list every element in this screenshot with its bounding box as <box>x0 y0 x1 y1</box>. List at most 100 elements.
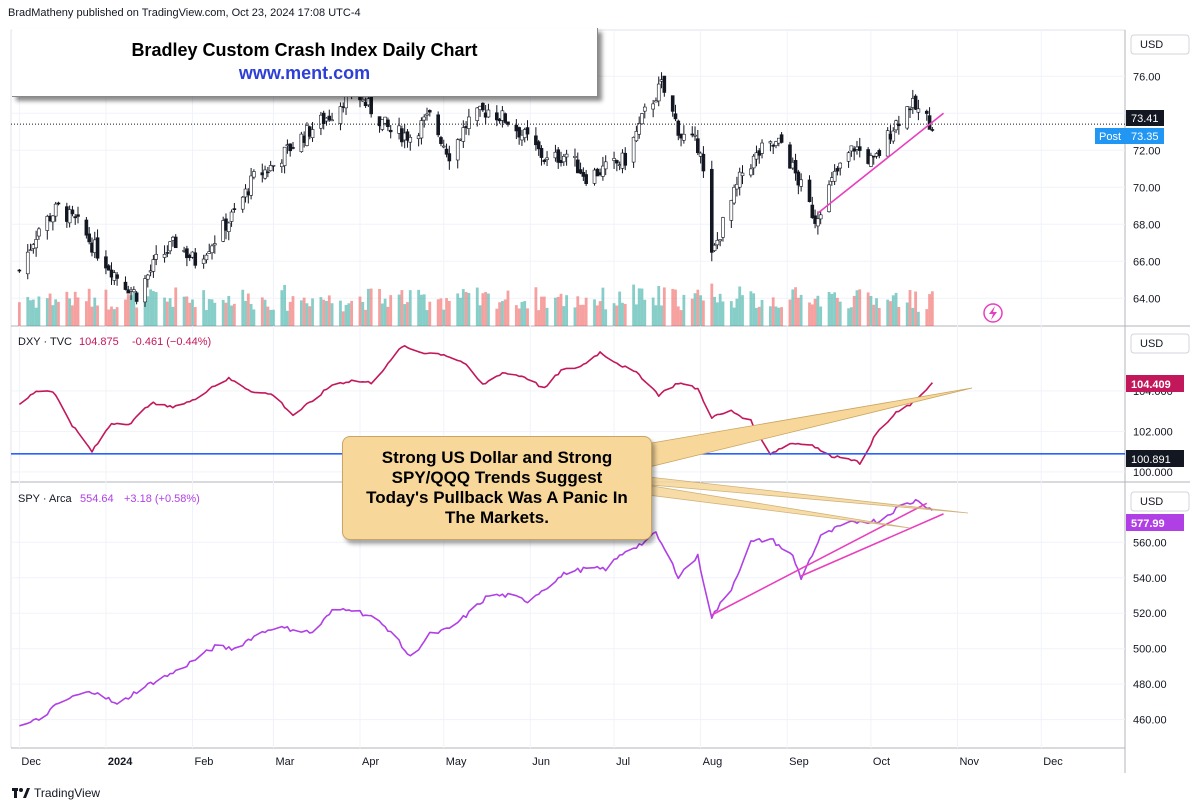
volume-bar <box>702 300 705 326</box>
candle-body <box>386 119 390 128</box>
candle-body <box>475 107 480 121</box>
volume-bar <box>129 295 133 326</box>
volume-bar <box>378 289 381 326</box>
candle-body <box>299 133 304 152</box>
spy-change: +3.18 (+0.58%) <box>124 493 200 505</box>
volume-bar <box>693 293 697 326</box>
y-tick-label: 64.00 <box>1133 293 1161 305</box>
volume-bar <box>311 298 314 326</box>
candle-body <box>768 141 773 144</box>
candle-body <box>696 138 700 154</box>
candle-body <box>682 133 686 141</box>
volume-bar <box>104 289 108 326</box>
candle-body <box>162 254 167 258</box>
volume-bar <box>833 292 837 326</box>
y-tick-label: 70.00 <box>1133 182 1161 194</box>
svg-text:73.41: 73.41 <box>1131 113 1159 125</box>
volume-bar <box>816 295 820 326</box>
candle-body <box>185 248 189 259</box>
candle-body <box>631 136 636 163</box>
candle-body <box>95 237 100 259</box>
candle-body <box>388 129 393 133</box>
candle-body <box>154 254 158 260</box>
candle-body <box>436 114 440 136</box>
volume-bar <box>230 305 233 326</box>
volume-bar <box>327 295 331 326</box>
volume-bar <box>565 295 569 326</box>
volume-bar <box>540 296 543 326</box>
volume-bar <box>37 296 41 326</box>
y-tick-label: 66.00 <box>1133 256 1161 268</box>
candle-body <box>701 153 706 172</box>
volume-bar <box>721 301 725 326</box>
candle-body <box>28 249 33 252</box>
volume-bar <box>266 306 270 326</box>
volume-bar <box>322 299 326 326</box>
volume-bar <box>827 291 831 326</box>
volume-bar <box>858 289 862 326</box>
candle-body <box>634 131 639 142</box>
volume-bar <box>252 309 256 326</box>
candle-body <box>338 106 343 124</box>
volume-bar <box>76 297 80 326</box>
volume-bar <box>523 301 527 326</box>
candle-body <box>673 113 678 120</box>
candle-body <box>612 158 616 161</box>
y-tick-label: 480.00 <box>1133 679 1167 691</box>
candle-body <box>832 170 837 182</box>
volume-bar <box>556 296 560 326</box>
spy-label: SPY · Arca <box>18 493 72 505</box>
volume-bars <box>17 283 934 326</box>
y-tick-label: 540.00 <box>1133 573 1167 585</box>
candle-body <box>106 265 111 271</box>
currency-button-dxy[interactable]: USD <box>1130 333 1190 354</box>
volume-bar <box>87 288 91 326</box>
volume-bar <box>397 294 401 326</box>
candle-body <box>760 142 764 154</box>
y-tick-label: 100.000 <box>1133 467 1173 479</box>
lightning-icon[interactable] <box>983 303 1003 323</box>
candle-body <box>916 108 921 113</box>
volume-bar <box>408 290 412 326</box>
candle-body <box>857 146 862 151</box>
candle-body <box>715 239 720 246</box>
candle-body <box>838 162 843 169</box>
volume-bar <box>420 294 423 326</box>
volume-bar <box>163 297 166 326</box>
candle-body <box>369 96 373 115</box>
candle-body <box>924 110 929 114</box>
candle-body <box>56 202 61 205</box>
volume-bar <box>124 299 127 326</box>
volume-bar <box>598 301 602 326</box>
volume-bar <box>813 298 817 326</box>
candle-body <box>877 150 882 156</box>
candle-body <box>53 203 58 217</box>
candle-body <box>282 146 287 166</box>
volume-bar <box>305 303 309 326</box>
candle-body <box>444 148 449 155</box>
currency-button-main[interactable]: USD <box>1130 34 1190 55</box>
candle-body <box>123 281 128 290</box>
footer-brand[interactable]: TradingView <box>12 786 100 800</box>
candle-body <box>408 137 413 143</box>
candle-body <box>204 254 209 261</box>
candle-body <box>615 160 619 164</box>
volume-bar <box>31 299 35 326</box>
volume-bar <box>495 308 499 326</box>
volume-bar <box>573 307 577 326</box>
volume-bar <box>185 296 189 326</box>
candle-body <box>534 135 538 146</box>
price-tag-post: Post 73.35 <box>1095 128 1164 144</box>
volume-bar <box>562 306 566 326</box>
candle-body <box>603 161 608 170</box>
currency-button-spy[interactable]: USD <box>1130 491 1190 512</box>
volume-bar <box>581 304 585 326</box>
candle-body <box>693 134 697 137</box>
svg-text:USD: USD <box>1140 338 1163 350</box>
y-tick-label: 560.00 <box>1133 537 1167 549</box>
candle-body <box>134 292 139 302</box>
volume-bar <box>165 301 169 326</box>
candle-body <box>87 233 91 243</box>
volume-bar <box>925 309 929 326</box>
volume-bar <box>640 288 644 326</box>
